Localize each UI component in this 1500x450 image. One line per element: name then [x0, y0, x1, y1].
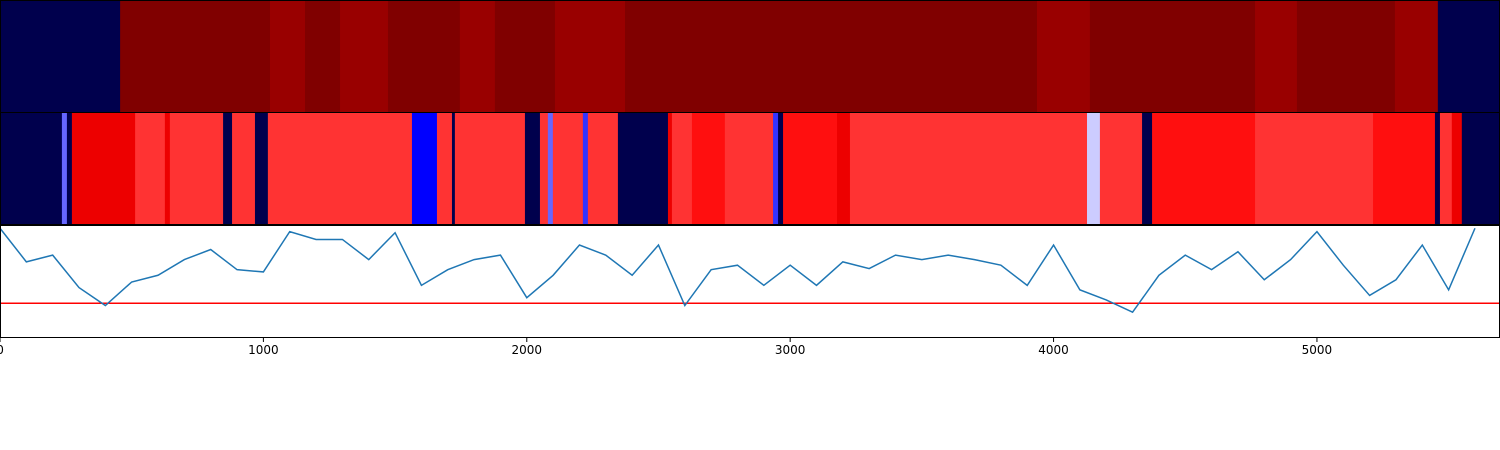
heat-cell	[61, 113, 68, 225]
heat-cell	[539, 113, 549, 225]
heat-cell	[783, 113, 838, 225]
panel-frame	[0, 225, 1500, 338]
heat-cell	[387, 1, 461, 113]
heat-cell	[451, 113, 456, 225]
heat-cell	[849, 113, 1088, 225]
heat-cell	[671, 113, 693, 225]
heat-cell	[1099, 113, 1143, 225]
heat-cell	[667, 113, 673, 225]
heat-cell	[436, 113, 453, 225]
x-tick-label: 1000	[248, 343, 279, 357]
heat-cell	[691, 113, 726, 225]
heat-cell	[837, 113, 851, 225]
heat-cell	[223, 113, 233, 225]
heat-cell	[1296, 1, 1396, 113]
heat-cell	[340, 1, 389, 113]
heat-cell	[254, 113, 269, 225]
heat-cell	[267, 113, 413, 225]
heat-cell	[1089, 1, 1256, 113]
heat-cell	[1036, 1, 1091, 113]
heat-cell	[494, 1, 556, 113]
heat-cell	[454, 113, 526, 225]
heat-cell	[1451, 113, 1463, 225]
heat-cell	[724, 113, 774, 225]
heat-cell	[1152, 113, 1256, 225]
heat-cell	[232, 113, 256, 225]
heat-cell	[1439, 113, 1453, 225]
heat-cell	[305, 1, 341, 113]
data-line	[0, 227, 1476, 314]
heat-cell	[1142, 113, 1153, 225]
x-tick-label: 5000	[1302, 343, 1333, 357]
heat-cell	[778, 113, 784, 225]
heat-cell	[135, 113, 166, 225]
heat-cell	[1434, 113, 1441, 225]
heat-cell	[524, 113, 541, 225]
heat-cell	[411, 113, 438, 225]
heat-cell	[1461, 113, 1500, 225]
heat-cell	[552, 113, 584, 225]
heat-cell	[1373, 113, 1436, 225]
heat-cell	[1437, 1, 1500, 113]
heat-cell	[1255, 113, 1374, 225]
heat-cell	[773, 113, 779, 225]
heat-cell	[582, 113, 589, 225]
heat-cell	[1087, 113, 1101, 225]
heat-cell	[1255, 1, 1298, 113]
heat-cell	[66, 113, 73, 225]
x-tick-label: 2000	[512, 343, 543, 357]
heat-cell	[547, 113, 554, 225]
x-tick-label: 0	[0, 343, 4, 357]
heat-cell	[1394, 1, 1439, 113]
heat-cell	[0, 1, 121, 113]
heat-cell	[164, 113, 171, 225]
x-tick-label: 4000	[1038, 343, 1069, 357]
heat-cell	[587, 113, 619, 225]
heat-cell	[269, 1, 306, 113]
heat-cell	[71, 113, 136, 225]
x-tick-label: 3000	[775, 343, 806, 357]
heat-cell	[169, 113, 224, 225]
heat-cell	[554, 1, 626, 113]
heat-cell	[625, 1, 1038, 113]
heat-cell	[0, 113, 63, 225]
heat-cell	[120, 1, 271, 113]
heat-cell	[459, 1, 496, 113]
heat-cell	[617, 113, 669, 225]
